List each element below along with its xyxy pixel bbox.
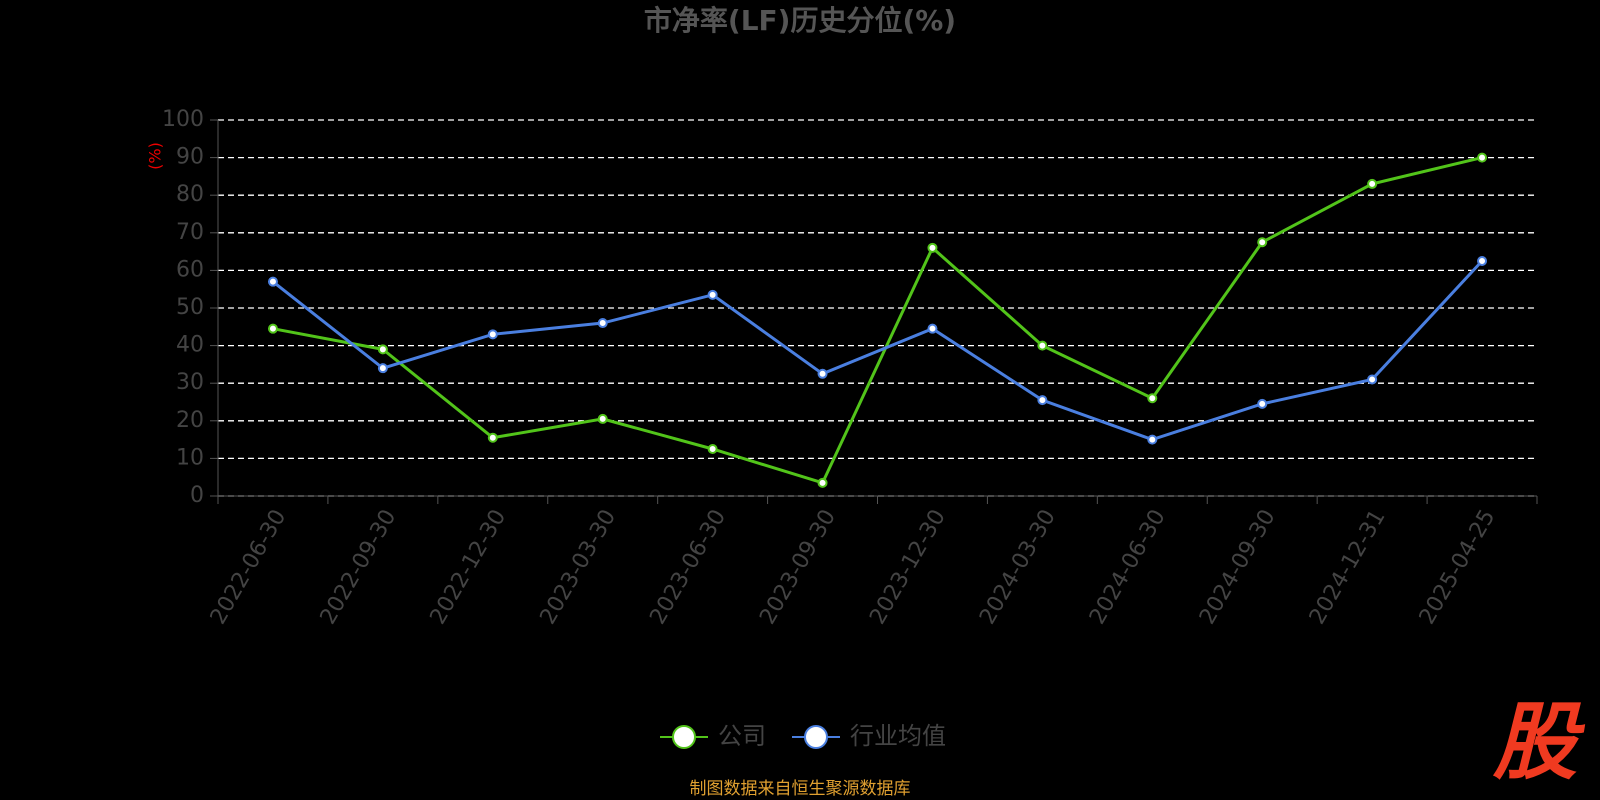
y-tick-label: 60 xyxy=(176,257,204,282)
data-point xyxy=(927,323,938,334)
data-point xyxy=(267,276,278,287)
data-point xyxy=(1367,178,1378,189)
data-point xyxy=(1147,434,1158,445)
data-point xyxy=(487,329,498,340)
y-tick-label: 20 xyxy=(176,408,204,433)
y-tick-label: 30 xyxy=(176,370,204,395)
y-tick-label: 0 xyxy=(190,483,204,508)
data-point xyxy=(597,413,608,424)
data-point xyxy=(1257,398,1268,409)
y-axis-label: (%) xyxy=(146,142,165,170)
data-point xyxy=(1257,237,1268,248)
legend-marker xyxy=(672,725,696,749)
data-point xyxy=(377,363,388,374)
chart-title: 市净率(LF)历史分位(%) xyxy=(644,4,956,37)
y-tick-label: 80 xyxy=(176,182,204,207)
data-point xyxy=(1477,152,1488,163)
data-point xyxy=(707,444,718,454)
y-tick-label: 40 xyxy=(176,333,204,358)
y-tick-label: 10 xyxy=(176,445,204,470)
data-point xyxy=(597,318,608,329)
y-tick-label: 70 xyxy=(176,220,204,245)
series-line xyxy=(272,259,1484,442)
series-line xyxy=(272,156,1483,485)
source-note: 制图数据来自恒生聚源数据库 xyxy=(690,779,911,799)
data-point xyxy=(377,344,388,355)
data-point xyxy=(707,289,718,300)
data-point xyxy=(817,368,828,379)
legend-marker xyxy=(804,725,828,749)
data-point xyxy=(267,323,278,334)
data-point xyxy=(1037,395,1048,406)
data-point xyxy=(1367,374,1378,385)
legend-label: 行业均值 xyxy=(850,722,946,750)
logo: 股 xyxy=(1492,693,1586,791)
y-tick-label: 100 xyxy=(162,107,204,132)
data-point xyxy=(1037,340,1048,351)
data-point xyxy=(1477,256,1488,266)
data-point xyxy=(927,242,938,253)
y-tick-label: 90 xyxy=(176,145,204,170)
data-point xyxy=(1147,393,1158,404)
data-point xyxy=(487,432,498,443)
legend-label: 公司 xyxy=(718,722,766,750)
y-tick-label: 50 xyxy=(176,295,204,320)
data-point xyxy=(817,477,828,488)
